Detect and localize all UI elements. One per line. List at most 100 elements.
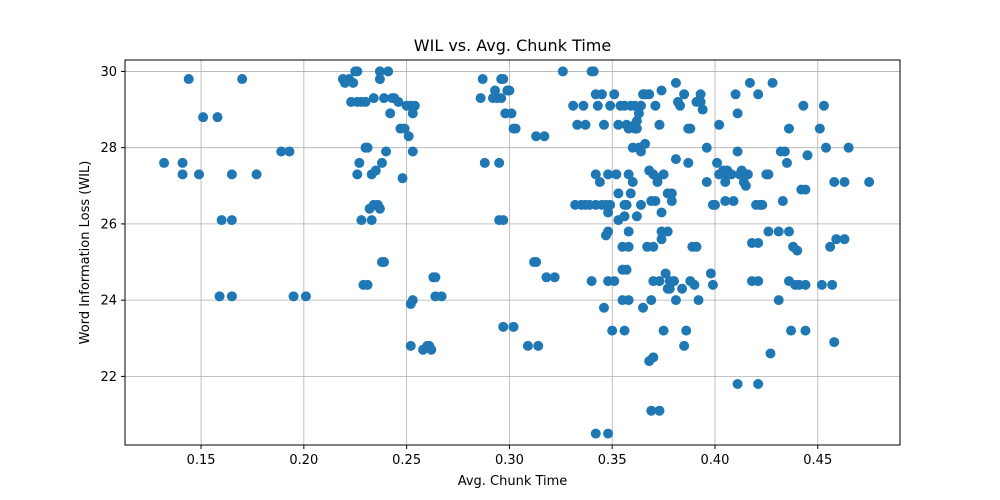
data-point <box>693 295 704 306</box>
data-point <box>477 74 488 85</box>
data-point <box>611 169 622 180</box>
data-point <box>800 184 811 195</box>
data-point <box>798 100 809 111</box>
x-tick-label: 0.25 <box>392 453 421 468</box>
data-point <box>288 291 299 302</box>
data-point <box>744 77 755 88</box>
data-point <box>831 234 842 245</box>
data-point <box>381 146 392 157</box>
data-point <box>592 100 603 111</box>
data-point <box>763 226 774 237</box>
data-point <box>479 157 490 168</box>
data-point <box>374 203 385 214</box>
data-point <box>374 66 385 77</box>
data-point <box>284 146 295 157</box>
data-point <box>656 234 667 245</box>
data-point <box>631 123 642 134</box>
data-point <box>640 138 651 149</box>
data-point <box>397 173 408 184</box>
data-point <box>753 276 764 287</box>
y-tick-label: 30 <box>100 65 117 80</box>
data-point <box>508 321 519 332</box>
data-point <box>603 169 614 180</box>
data-point <box>783 226 794 237</box>
data-point <box>498 321 509 332</box>
data-point <box>348 77 359 88</box>
data-point <box>635 199 646 210</box>
data-point <box>670 295 681 306</box>
data-point <box>753 379 764 390</box>
data-point <box>352 169 363 180</box>
data-point <box>533 340 544 351</box>
data-point <box>695 89 706 100</box>
data-point <box>177 157 188 168</box>
data-point <box>522 340 533 351</box>
data-point <box>407 295 418 306</box>
data-point <box>767 77 778 88</box>
data-point <box>740 180 751 191</box>
data-point <box>609 276 620 287</box>
data-point <box>409 100 420 111</box>
data-point <box>666 196 677 207</box>
data-point <box>496 93 507 104</box>
data-point <box>664 283 675 294</box>
data-point <box>829 337 840 348</box>
data-point <box>777 196 788 207</box>
data-point <box>605 199 616 210</box>
data-point <box>679 340 690 351</box>
data-point <box>783 123 794 134</box>
data-point <box>557 66 568 77</box>
data-point <box>407 108 418 119</box>
data-point <box>829 176 840 187</box>
data-point <box>683 157 694 168</box>
data-point <box>679 89 690 100</box>
data-point <box>531 131 542 142</box>
data-point <box>580 119 591 130</box>
data-point <box>773 295 784 306</box>
data-point <box>586 276 597 287</box>
data-point <box>214 291 225 302</box>
data-point <box>728 196 739 207</box>
data-point <box>603 428 614 439</box>
data-point <box>177 169 188 180</box>
y-tick-label: 28 <box>100 141 117 156</box>
data-point <box>757 199 768 210</box>
data-point <box>753 237 764 248</box>
y-tick-label: 26 <box>100 217 117 232</box>
data-point <box>198 112 209 123</box>
data-point <box>635 100 646 111</box>
x-tick-label: 0.15 <box>187 453 216 468</box>
data-point <box>159 157 170 168</box>
data-point <box>531 257 542 268</box>
data-point <box>638 302 649 313</box>
data-point <box>212 112 223 123</box>
data-point <box>720 196 731 207</box>
data-point <box>403 131 414 142</box>
data-point <box>800 325 811 336</box>
data-point <box>670 154 681 165</box>
data-point <box>374 74 385 85</box>
data-point <box>613 119 624 130</box>
data-point <box>685 123 696 134</box>
data-point <box>695 96 706 107</box>
data-point <box>541 272 552 283</box>
data-point <box>654 405 665 416</box>
data-point <box>781 157 792 168</box>
y-axis-label: Word Information Loss (WIL) <box>78 161 93 345</box>
data-point <box>623 241 634 252</box>
data-point <box>705 268 716 279</box>
data-point <box>376 157 387 168</box>
data-point <box>802 150 813 161</box>
data-point <box>370 165 381 176</box>
data-point <box>619 325 630 336</box>
data-point <box>839 234 850 245</box>
data-point <box>393 96 404 107</box>
data-point <box>648 241 659 252</box>
data-point <box>498 215 509 226</box>
data-point <box>701 176 712 187</box>
data-point <box>644 89 655 100</box>
data-point <box>670 77 681 88</box>
data-point <box>656 85 667 96</box>
data-point <box>825 241 836 252</box>
